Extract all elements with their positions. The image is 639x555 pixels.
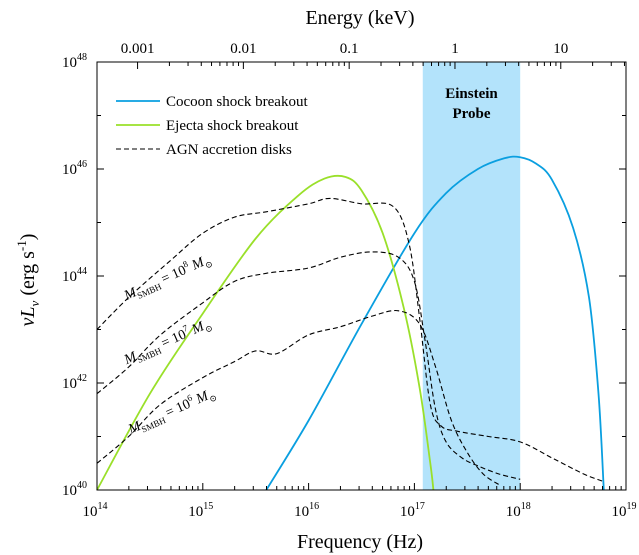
annotation-layer: MSMBH = 108 M⊙ MSMBH = 107 M⊙ MSMBH = 106 … [120, 249, 218, 440]
mass-annotation-1: MSMBH = 107 M⊙ [120, 314, 214, 371]
series-layer [96, 155, 606, 491]
top-tick-label-2: 0.1 [340, 41, 359, 57]
einstein-probe-band [422, 62, 521, 490]
series-line-3 [96, 251, 521, 480]
x-tick-label-2: 1016 [294, 501, 319, 520]
series-line-4 [96, 309, 500, 486]
axis-layer: 1014 1015 1016 1017 1018 1019 0.001 0.01 0.1 1 10 1… [62, 41, 637, 520]
x-tick-label-5: 1019 [612, 501, 637, 520]
x-tick-label-0: 1014 [83, 501, 108, 520]
series-line-1 [96, 174, 435, 491]
x-tick-label-4: 1018 [506, 501, 531, 520]
y-tick-label-0: 1040 [62, 480, 87, 499]
y-tick-label-1: 1042 [62, 373, 87, 392]
series-line-2 [96, 197, 606, 483]
mass-annotation-0: MSMBH = 108 M⊙ [120, 249, 214, 306]
top-tick-label-4: 10 [553, 41, 568, 57]
top-tick-label-1: 0.01 [230, 41, 256, 57]
band-label-line2: Probe [452, 106, 490, 122]
legend-label-0: Cocoon shock breakout [166, 94, 308, 110]
legend-label-1: Ejecta shock breakout [166, 118, 299, 134]
y-axis-label: νLν (erg s-1) [14, 234, 42, 327]
mass-annotation-2: MSMBH = 106 M⊙ [124, 383, 218, 440]
top-tick-label-0: 0.001 [121, 41, 155, 57]
y-tick-label-2: 1044 [62, 266, 87, 285]
y-tick-label-4: 1048 [62, 52, 87, 71]
series-line-0 [265, 155, 605, 491]
x-tick-label-1: 1015 [188, 501, 213, 520]
legend-label-2: AGN accretion disks [166, 142, 292, 158]
legend: Cocoon shock breakout Ejecta shock breako… [116, 94, 308, 158]
top-tick-label-3: 1 [451, 41, 459, 57]
band-label-line1: Einstein [445, 86, 498, 102]
x-tick-label-3: 1017 [400, 501, 425, 520]
y-tick-label-3: 1046 [62, 159, 87, 178]
x-axis-label: Frequency (Hz) [297, 531, 423, 553]
top-axis-label: Energy (keV) [305, 7, 414, 29]
